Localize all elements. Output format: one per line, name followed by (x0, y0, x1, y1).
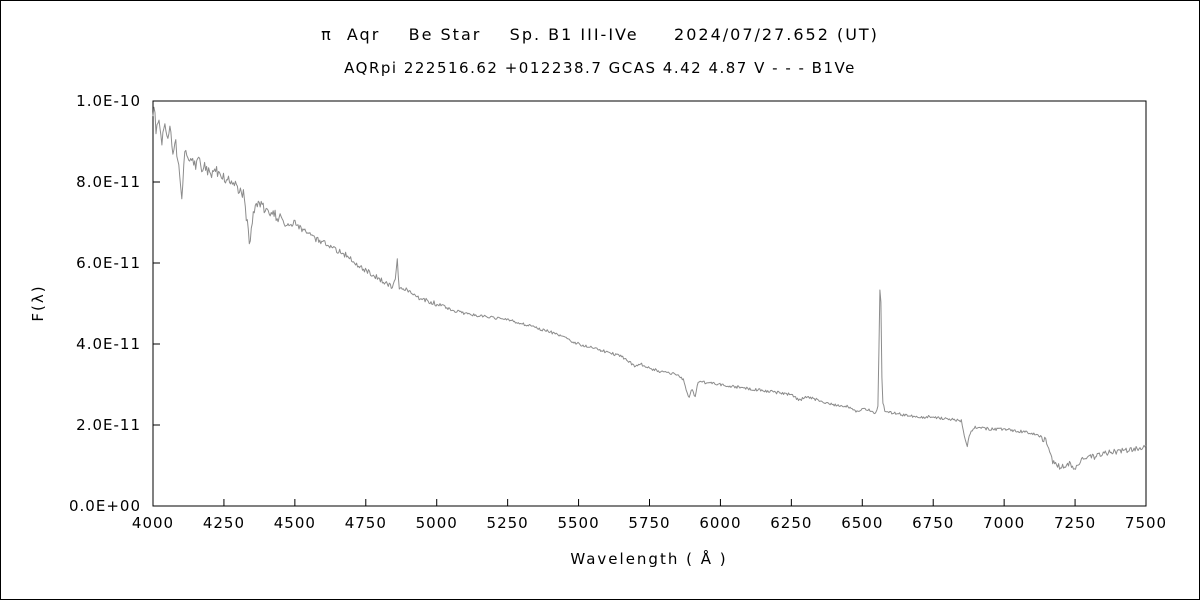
y-axis-label: F(λ) (29, 284, 47, 321)
x-tick-label: 5250 (487, 514, 529, 532)
x-tick-label: 4000 (132, 514, 174, 532)
x-tick-label: 5750 (628, 514, 670, 532)
y-tick-label: 6.0E-11 (76, 254, 141, 272)
y-tick-label: 8.0E-11 (76, 173, 141, 191)
x-tick-label: 7500 (1125, 514, 1167, 532)
x-tick-label: 5500 (557, 514, 599, 532)
x-tick-label: 7250 (1054, 514, 1096, 532)
x-tick-label: 7000 (983, 514, 1025, 532)
spectrum-line (152, 106, 1147, 470)
y-tick-label: 1.0E-10 (76, 92, 141, 110)
plot-generated-layer: 4000 4250 4500 4750 5000 5250 5500 5750 6000 6250… (69, 92, 1167, 532)
x-tick-label: 6250 (770, 514, 812, 532)
y-tick-label: 4.0E-11 (76, 335, 141, 353)
x-tick-label: 6750 (912, 514, 954, 532)
x-tick-label: 4500 (274, 514, 316, 532)
plot-frame (152, 100, 1147, 507)
chart-title: π Aqr Be Star Sp. B1 III-IVe 2024/07/27.… (321, 25, 879, 44)
y-tick-label: 0.0E+00 (69, 497, 141, 515)
x-tick-label: 6000 (699, 514, 741, 532)
chart-subtitle: AQRpi 222516.62 +012238.7 GCAS 4.42 4.87… (344, 59, 856, 77)
x-tick-label: 4750 (345, 514, 387, 532)
x-tick-label: 6500 (841, 514, 883, 532)
x-tick-label: 5000 (416, 514, 458, 532)
y-tick-label: 2.0E-11 (76, 416, 141, 434)
x-tick-label: 4250 (203, 514, 245, 532)
x-axis-label: Wavelength ( Å ) (570, 549, 727, 568)
